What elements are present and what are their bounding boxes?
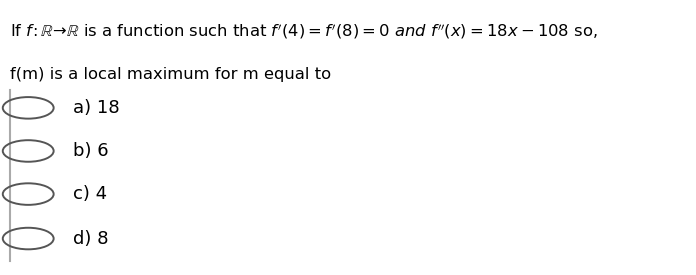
Text: c) 4: c) 4 [72, 185, 107, 203]
Text: a) 18: a) 18 [72, 99, 119, 117]
Text: If $f\!:\mathbb{R}\!\rightarrow\!\mathbb{R}$ is a function such that $f'(4) = f': If $f\!:\mathbb{R}\!\rightarrow\!\mathbb… [10, 22, 598, 41]
Text: b) 6: b) 6 [72, 142, 109, 160]
Text: f(m) is a local maximum for m equal to: f(m) is a local maximum for m equal to [10, 67, 331, 82]
Text: d) 8: d) 8 [72, 230, 108, 248]
